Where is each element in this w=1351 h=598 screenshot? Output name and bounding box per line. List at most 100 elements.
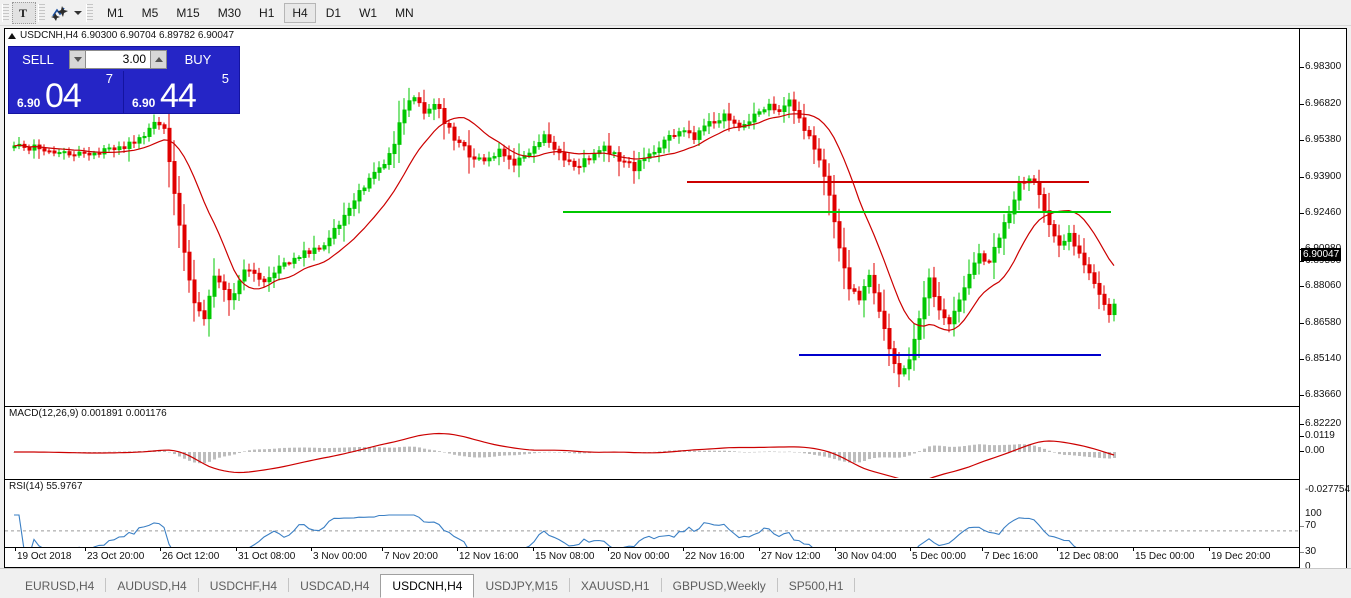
chart-tab-usdcnh-h4[interactable]: USDCNH,H4	[380, 574, 475, 598]
price-tick	[1300, 424, 1304, 425]
rsi-pane[interactable]: RSI(14) 55.9767	[5, 479, 1299, 547]
time-tick	[982, 548, 983, 551]
macd-tick-label: 0.00	[1305, 445, 1325, 456]
time-tick-label: 26 Oct 12:00	[162, 551, 220, 562]
time-tick-label: 31 Oct 08:00	[238, 551, 296, 562]
moving-average-line	[13, 113, 1115, 332]
time-tick-label: 5 Dec 00:00	[912, 551, 966, 562]
resistance-line-red[interactable]	[687, 181, 1089, 183]
chevron-down-icon[interactable]	[72, 2, 84, 24]
price-tick	[1300, 261, 1304, 262]
tab-separator	[660, 578, 662, 592]
tab-separator	[288, 578, 290, 592]
rsi-tick	[1300, 552, 1304, 553]
spin-down-icon[interactable]	[69, 49, 86, 69]
trade-panel-header: SELL 3.00 BUY	[9, 47, 239, 71]
chart-tab-audusd-h4[interactable]: AUDUSD,H4	[117, 579, 187, 593]
chart-window[interactable]: USDCNH,H4 6.90300 6.90704 6.89782 6.9004…	[4, 28, 1350, 572]
time-tick	[15, 548, 16, 551]
chart-tab-sp500-h1[interactable]: SP500,H1	[788, 579, 844, 593]
price-pane[interactable]: USDCNH,H4 6.90300 6.90704 6.89782 6.9004…	[5, 29, 1299, 405]
rsi-tick-label: 0	[1305, 561, 1311, 572]
volume-stepper[interactable]: 3.00	[69, 49, 167, 69]
text-tool-icon[interactable]: T	[12, 1, 36, 24]
volume-input[interactable]: 3.00	[86, 49, 150, 69]
time-tick	[910, 548, 911, 551]
toolbar-grip-3[interactable]	[86, 3, 93, 22]
chart-tab-usdchf-h4[interactable]: USDCHF,H4	[209, 579, 278, 593]
timeframe-m1[interactable]: M1	[107, 5, 124, 20]
price-tick	[1300, 67, 1304, 68]
chart-tab-gbpusd-weekly[interactable]: GBPUSD,Weekly	[672, 579, 766, 593]
svg-text:T: T	[19, 6, 27, 20]
time-tick	[533, 548, 534, 551]
price-tick-label: 6.82220	[1305, 418, 1342, 429]
time-tick	[608, 548, 609, 551]
time-tick	[382, 548, 383, 551]
time-tick-label: 20 Nov 00:00	[610, 551, 670, 562]
time-tick-label: 12 Nov 16:00	[459, 551, 519, 562]
macd-signal-line	[14, 432, 1115, 478]
price-tick	[1300, 140, 1304, 141]
rsi-tick-label: 100	[1305, 508, 1322, 519]
price-tick	[1300, 286, 1304, 287]
buy-price-cell[interactable]: 6.90 44 5	[124, 71, 239, 115]
time-tick-label: 15 Dec 00:00	[1135, 551, 1195, 562]
timeframe-m15[interactable]: M15	[176, 5, 200, 20]
price-tick	[1300, 177, 1304, 178]
rsi-line	[14, 514, 1077, 547]
timeframe-d1[interactable]: D1	[325, 5, 342, 20]
price-tick	[1300, 395, 1304, 396]
macd-tick	[1300, 451, 1304, 452]
sell-price-cell[interactable]: 6.90 04 7	[9, 71, 124, 115]
time-tick-label: 22 Nov 16:00	[685, 551, 745, 562]
resistance-line-green[interactable]	[563, 211, 1111, 213]
sell-price-sup: 7	[105, 71, 113, 86]
time-tick-label: 30 Nov 04:00	[837, 551, 897, 562]
triangle-up-icon	[8, 32, 16, 39]
chart-tab-usdjpy-m15[interactable]: USDJPY,M15	[485, 579, 558, 593]
price-tick-label: 6.88060	[1305, 280, 1342, 291]
rsi-tick-label: 70	[1305, 520, 1317, 531]
sell-button[interactable]: SELL	[22, 51, 54, 67]
chart-tab-eurusd-h4[interactable]: EURUSD,H4	[25, 579, 95, 593]
toolbar-grip-2[interactable]	[38, 3, 45, 22]
tab-separator	[854, 578, 856, 592]
timeframe-w1[interactable]: W1	[359, 5, 378, 20]
candlestick-chart	[12, 87, 1117, 388]
one-click-trading-panel[interactable]: SELL 3.00 BUY 6.90 04 7 6.90 44 5	[8, 46, 240, 115]
time-tick-label: 19 Dec 20:00	[1211, 551, 1271, 562]
time-tick	[835, 548, 836, 551]
time-tick-label: 23 Oct 20:00	[87, 551, 145, 562]
chart-tabbar: EURUSD,H4 AUDUSD,H4 USDCHF,H4 USDCAD,H4 USDC…	[0, 568, 1351, 598]
time-tick	[160, 548, 161, 551]
time-tick-label: 7 Dec 16:00	[984, 551, 1038, 562]
timeframe-m30[interactable]: M30	[217, 5, 242, 20]
support-line-blue[interactable]	[799, 354, 1101, 356]
time-tick	[311, 548, 312, 551]
indicators-icon[interactable]	[48, 2, 72, 24]
chart-tab-usdcad-h4[interactable]: USDCAD,H4	[300, 579, 370, 593]
price-scale[interactable]: 6.983006.968206.953806.939006.924606.909…	[1299, 29, 1350, 572]
timeframe-mn[interactable]: MN	[395, 5, 414, 20]
price-tick-label: 6.93900	[1305, 171, 1342, 182]
time-tick-label: 15 Nov 08:00	[535, 551, 595, 562]
spin-up-icon[interactable]	[150, 49, 167, 69]
timeframe-m5[interactable]: M5	[141, 5, 159, 20]
timeframe-h1[interactable]: H1	[259, 5, 275, 20]
chart-tab-xauusd-h1[interactable]: XAUUSD,H1	[580, 579, 650, 593]
price-tick	[1300, 323, 1304, 324]
time-tick	[85, 548, 86, 551]
buy-price-sup: 5	[221, 71, 229, 86]
buy-button[interactable]: BUY	[184, 51, 212, 67]
toolbar-grip-1[interactable]	[2, 3, 9, 22]
timeframe-h4[interactable]: H4	[284, 2, 316, 23]
macd-histogram	[13, 444, 1116, 464]
chart-symbol-ohlc-text: USDCNH,H4 6.90300 6.90704 6.89782 6.9004…	[20, 30, 235, 41]
time-axis[interactable]: 19 Oct 2018 23 Oct 20:00 26 Oct 12:00 31 Oc…	[5, 547, 1299, 567]
main-toolbar: T M1 M5 M15 M30 H1 H4 D1 W1 MN	[0, 0, 1351, 26]
time-tick	[236, 548, 237, 551]
macd-pane[interactable]: MACD(12,26,9) 0.001891 0.001176	[5, 406, 1299, 478]
rsi-title: RSI(14) 55.9767	[9, 481, 83, 492]
